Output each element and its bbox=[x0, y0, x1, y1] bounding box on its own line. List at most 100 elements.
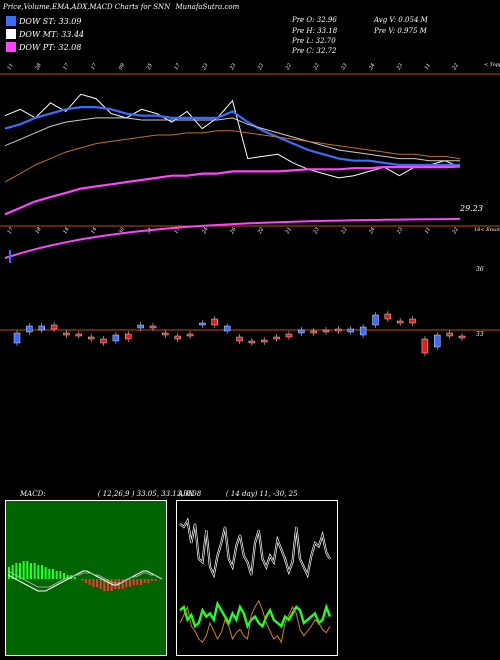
candle-body bbox=[273, 336, 280, 340]
x-tick-label-bottom: 17 bbox=[173, 226, 182, 235]
candle-body bbox=[63, 332, 70, 336]
candle-body bbox=[149, 325, 157, 329]
candle-body bbox=[409, 318, 416, 324]
price-chart: 11 28 17 17 09 25 17 23 23 23 22 22 23 24 23 11 22 17 18 14… bbox=[0, 62, 500, 356]
candle-body bbox=[261, 339, 268, 343]
macd-params: ( 12,26,9 ) 33.05, 33.13, 0.08 bbox=[97, 490, 202, 498]
legend-item: DOW PT: 32.08 bbox=[6, 42, 81, 52]
price-level-label: 36 bbox=[476, 266, 484, 273]
x-tick-label-top: 09 bbox=[118, 62, 127, 71]
candle-body bbox=[75, 333, 83, 337]
macd-signal-line bbox=[7, 570, 163, 588]
macd-histogram-bar bbox=[19, 563, 21, 579]
candle-body bbox=[174, 335, 181, 340]
adx-chart bbox=[179, 517, 332, 644]
macd-histogram-bar bbox=[44, 567, 47, 579]
series-line bbox=[4, 105, 460, 167]
candle-body bbox=[359, 326, 367, 336]
candle-body bbox=[384, 313, 392, 320]
candle-body bbox=[186, 333, 194, 337]
site-name: MunafaSutra.com bbox=[175, 3, 240, 11]
adx-label: ADX ( 14 day) 11, -30, 25 bbox=[178, 490, 298, 498]
adx-params: ( 14 day) 11, -30, 25 bbox=[225, 490, 298, 498]
x-tick-label-top: 23 bbox=[340, 62, 349, 71]
macd-histogram-bar bbox=[121, 579, 124, 589]
candle-body bbox=[38, 325, 45, 331]
candle-body bbox=[125, 333, 132, 340]
x-tick-label-bottom: 14 bbox=[62, 226, 70, 235]
x-tick-label-top: 24 bbox=[368, 62, 377, 71]
macd-histogram-bar bbox=[55, 571, 58, 579]
candle-body bbox=[421, 338, 429, 354]
macd-histogram-bar bbox=[22, 561, 25, 579]
x-tick-label-top: 23 bbox=[229, 62, 238, 71]
x-tick-label-bottom: 26 bbox=[229, 226, 238, 236]
mid-right-label: 18< Enum bbox=[474, 227, 500, 233]
x-tick-label-bottom: 17 bbox=[7, 226, 16, 235]
legend-item: DOW MT: 33.44 bbox=[6, 29, 84, 39]
macd-histogram-bar bbox=[41, 565, 43, 579]
legend-swatch bbox=[6, 16, 16, 26]
macd-histogram-bar bbox=[96, 579, 98, 587]
candle-body bbox=[211, 318, 218, 326]
adx-panel bbox=[176, 500, 338, 656]
series-line bbox=[4, 93, 461, 179]
x-tick-label-bottom: 24 bbox=[368, 226, 377, 235]
macd-histogram-bar bbox=[8, 567, 10, 579]
x-tick-label-bottom: 22 bbox=[340, 226, 349, 235]
candle-body bbox=[236, 336, 243, 342]
stat-high: Pre H: 33.18 bbox=[292, 27, 338, 35]
candle-body bbox=[347, 328, 354, 333]
candle-body bbox=[162, 332, 169, 336]
macd-histogram-bar bbox=[143, 579, 146, 583]
macd-histogram-bar bbox=[114, 579, 117, 589]
macd-histogram-bar bbox=[99, 579, 102, 589]
stat-pre-volume: Pre V: 0.975 M bbox=[374, 27, 427, 35]
adx-line bbox=[179, 517, 331, 579]
legend-label: DOW PT: 32.08 bbox=[19, 43, 82, 52]
stat-avg-volume: Avg V: 0.054 M bbox=[374, 16, 428, 24]
macd-histogram-bar bbox=[110, 579, 113, 591]
candle-body bbox=[248, 340, 256, 344]
x-tick-label-top: 23 bbox=[201, 62, 210, 71]
legend-swatch bbox=[6, 29, 16, 39]
macd-histogram-bar bbox=[30, 563, 32, 579]
adx-line-inner bbox=[179, 519, 331, 577]
x-tick-label-top: 25 bbox=[145, 62, 154, 71]
macd-histogram-bar bbox=[92, 579, 95, 587]
legend-item: DOW ST: 33.09 bbox=[6, 16, 81, 26]
x-tick-label-top: 17 bbox=[62, 62, 71, 71]
macd-line bbox=[7, 570, 163, 592]
adx-minus-di-line bbox=[179, 599, 331, 644]
macd-histogram-bar bbox=[125, 579, 128, 587]
macd-chart bbox=[7, 561, 163, 592]
macd-panel bbox=[5, 500, 167, 656]
macd-histogram-bar bbox=[147, 579, 150, 583]
macd-histogram-bar bbox=[107, 579, 109, 591]
macd-histogram-bar bbox=[59, 571, 62, 579]
adx-plus-di-line bbox=[179, 600, 332, 630]
series-line bbox=[4, 165, 461, 216]
legend-label: DOW ST: 33.09 bbox=[19, 17, 82, 26]
candle-body bbox=[458, 335, 466, 339]
candle-body bbox=[335, 328, 342, 332]
page-title: Price,Volume,EMA,ADX,MACD Charts for SNN… bbox=[3, 3, 239, 11]
series-line bbox=[4, 117, 460, 162]
macd-histogram-bar bbox=[33, 563, 36, 579]
macd-histogram-bar bbox=[26, 561, 29, 579]
stat-close: Pre C: 32.72 bbox=[292, 47, 337, 55]
x-tick-label-top: 28 bbox=[34, 62, 43, 71]
x-tick-label-bottom: 24 bbox=[201, 226, 210, 235]
macd-histogram-bar bbox=[81, 579, 84, 581]
macd-histogram-bar bbox=[88, 579, 91, 585]
stat-open: Pre O: 32.96 bbox=[292, 16, 337, 24]
x-tick-label-top: 22 bbox=[451, 62, 460, 71]
candle-body bbox=[50, 324, 58, 330]
legend-swatch bbox=[6, 42, 16, 52]
macd-histogram-bar bbox=[15, 563, 18, 579]
price-level-label: 33 bbox=[476, 331, 484, 338]
candle-body bbox=[298, 329, 305, 334]
x-tick-label-top: 23 bbox=[256, 62, 265, 71]
macd-histogram-bar bbox=[151, 579, 153, 581]
x-tick-label-bottom: 11 bbox=[424, 226, 432, 235]
